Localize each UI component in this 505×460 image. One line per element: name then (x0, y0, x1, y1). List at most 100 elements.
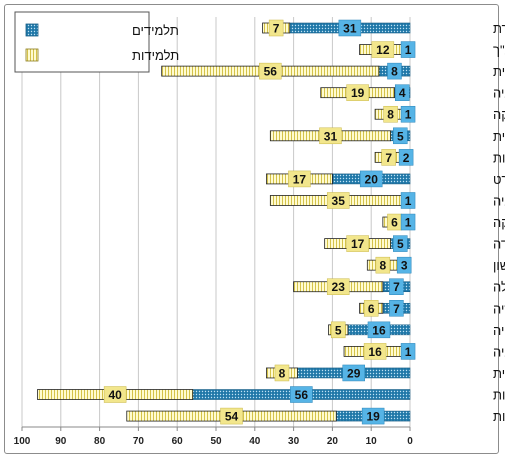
data-label-box-girls-17 (103, 386, 127, 403)
data-label-box-boys-2 (387, 62, 402, 80)
data-label-girls-5: 31 (324, 129, 338, 143)
data-label-box-girls-2 (259, 62, 282, 80)
data-label-box-girls-16 (274, 364, 290, 382)
data-label-girls-10: 17 (351, 237, 365, 251)
legend-swatch-girls (25, 48, 39, 62)
data-label-girls-15: 16 (368, 345, 382, 359)
data-label-boys-18: 19 (366, 410, 380, 424)
data-label-girls-14: 5 (335, 323, 342, 337)
data-label-box-boys-14 (367, 321, 391, 339)
data-label-boys-5: 5 (397, 129, 404, 143)
data-label-boys-1: 1 (405, 43, 412, 57)
x-tick-label-30: 30 (288, 436, 300, 447)
category-label-1: תנ"ך (493, 43, 505, 58)
data-label-box-girls-15 (363, 343, 387, 360)
x-tick-label-70: 70 (133, 436, 145, 447)
legend-label-boys: תלמידים (132, 23, 179, 38)
data-label-boys-14: 16 (372, 323, 386, 337)
data-label-girls-0: 7 (273, 22, 280, 36)
category-label-13: היסטוריה (493, 301, 505, 316)
data-label-box-boys-0 (338, 19, 362, 37)
data-label-girls-4: 8 (387, 108, 394, 122)
x-tick-label-20: 20 (327, 436, 339, 447)
x-tick-label-40: 40 (249, 436, 261, 447)
data-label-box-boys-17 (290, 386, 313, 403)
data-label-girls-13: 6 (368, 302, 375, 316)
data-label-box-girls-18 (220, 407, 243, 425)
data-label-box-girls-10 (346, 235, 369, 252)
data-label-box-boys-13 (389, 300, 404, 317)
data-label-boys-17: 56 (295, 388, 309, 402)
category-label-3: פסיכולוגיה (493, 86, 505, 101)
x-axis (21, 426, 411, 431)
category-label-11: לשון (493, 258, 505, 273)
category-label-4: פיזיקה (493, 107, 505, 122)
data-label-box-boys-12 (389, 278, 404, 295)
category-label-2: צרפתית (493, 64, 505, 79)
data-label-box-girls-14 (330, 321, 346, 339)
data-label-box-boys-1 (400, 41, 416, 58)
data-label-boys-0: 31 (343, 22, 357, 36)
data-label-box-boys-18 (361, 407, 385, 425)
data-label-girls-16: 8 (279, 366, 286, 380)
category-label-7: ספורט (493, 172, 505, 187)
data-label-box-boys-8 (400, 192, 416, 209)
data-label-boys-12: 7 (393, 280, 400, 294)
x-tick-labels: 0 10 20 30 40 50 60 70 80 90 100 (14, 436, 414, 447)
data-label-boys-16: 29 (347, 366, 361, 380)
data-label-girls-7: 17 (293, 172, 307, 186)
category-label-10: מעבדה (493, 237, 505, 252)
data-label-girls-17: 40 (108, 388, 122, 402)
data-label-boys-15: 1 (405, 345, 412, 359)
bar-series (37, 22, 411, 422)
legend: תלמידים תלמידות (14, 11, 179, 73)
category-label-14: גיאוגרפיה (493, 323, 505, 338)
data-label-box-boys-7 (359, 170, 383, 188)
x-tick-label-50: 50 (210, 436, 222, 447)
data-label-girls-9: 6 (391, 216, 398, 230)
data-label-box-girls-13 (363, 300, 379, 317)
data-label-boys-11: 3 (401, 259, 408, 273)
data-label-box-boys-10 (393, 235, 408, 252)
category-label-15: ביולוגיה (493, 344, 505, 359)
x-tick-label-90: 90 (55, 436, 67, 447)
data-label-box-girls-6 (381, 149, 396, 166)
category-label-5: ערבית (493, 129, 505, 144)
category-label-18: אומנות (493, 409, 505, 424)
data-label-girls-18: 54 (225, 410, 239, 424)
data-label-boys-13: 7 (393, 302, 400, 316)
category-label-6: ספרות (493, 150, 505, 165)
data-label-girls-12: 23 (332, 280, 346, 294)
data-label-box-boys-16 (342, 364, 365, 382)
data-label-box-girls-8 (326, 192, 350, 209)
data-label-boys-3: 4 (399, 86, 406, 100)
data-label-boys-2: 8 (391, 65, 398, 79)
data-label-box-boys-5 (393, 127, 408, 145)
category-labels: תקשורת תנ"ך צרפתית פסיכולוגיה פיזיקה ערבית ספר… (493, 21, 505, 424)
data-label-girls-1: 12 (376, 43, 390, 57)
category-label-17: אזרחות (493, 388, 505, 403)
data-label-box-girls-4 (383, 105, 398, 123)
data-label-box-girls-11 (375, 256, 391, 274)
data-label-box-boys-9 (400, 213, 416, 231)
x-tick-label-10: 10 (366, 436, 378, 447)
category-label-0: תקשורת (493, 21, 505, 36)
data-label-box-girls-0 (268, 19, 284, 37)
data-label-girls-3: 19 (351, 86, 365, 100)
data-label-girls-6: 7 (385, 151, 392, 165)
data-label-box-girls-1 (371, 41, 395, 58)
data-label-girls-11: 8 (379, 259, 386, 273)
x-tick-label-100: 100 (14, 436, 31, 447)
data-label-boys-9: 1 (405, 216, 412, 230)
data-label-box-boys-6 (398, 149, 414, 166)
data-label-boys-7: 20 (365, 172, 379, 186)
data-label-box-girls-12 (326, 278, 350, 295)
data-label-box-boys-3 (394, 84, 410, 101)
data-label-girls-8: 35 (332, 194, 346, 208)
x-tick-label-60: 60 (172, 436, 184, 447)
data-label-box-boys-11 (396, 256, 412, 274)
data-label-box-girls-5 (319, 127, 342, 145)
data-label-box-boys-15 (400, 343, 416, 360)
legend-swatch-boys (25, 23, 39, 37)
